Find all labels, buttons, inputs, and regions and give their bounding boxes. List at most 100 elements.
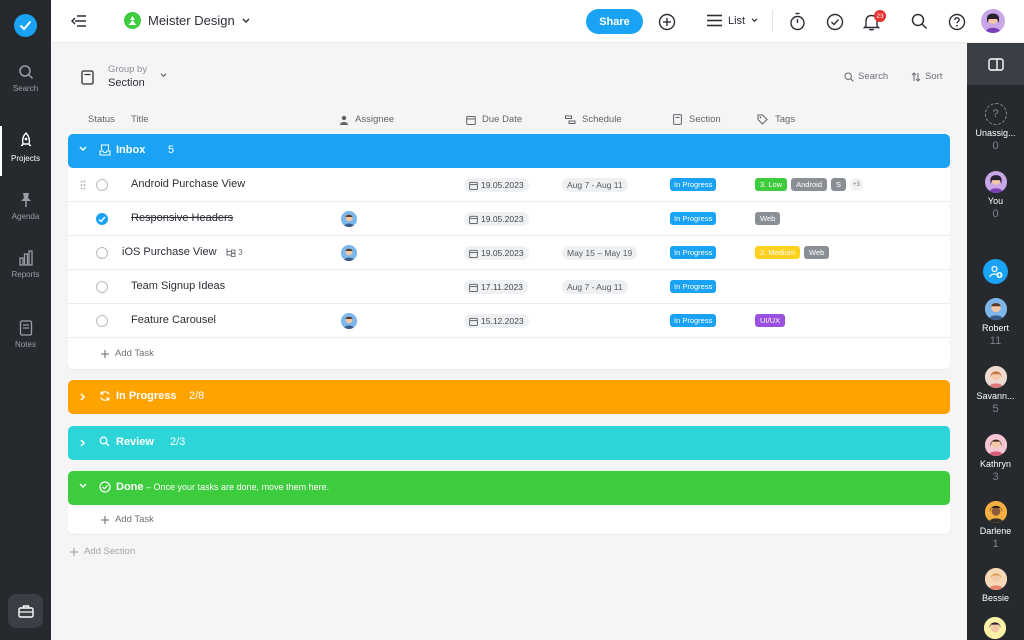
nav-notes-label: Notes [15,340,36,349]
panel-toggle-button[interactable] [967,43,1024,85]
nav-reports[interactable]: Reports [0,244,51,294]
column-assignee[interactable]: Assignee [339,114,394,125]
nav-notes[interactable]: Notes [0,314,51,364]
table-row[interactable]: Android Purchase View 19.05.2023 Aug 7 -… [68,168,950,202]
table-row[interactable]: Team Signup Ideas 17.11.2023 Aug 7 - Aug… [68,270,950,304]
section-inbox-header[interactable]: Inbox 5 [68,134,950,168]
section-review-count: 2/3 [170,436,186,448]
tag-web[interactable]: Web [755,212,781,225]
due-date-text: 17.11.2023 [481,282,523,292]
avatar [984,501,1007,523]
task-title[interactable]: Team Signup Ideas [131,280,226,292]
search-button[interactable] [911,13,928,30]
due-date-pill[interactable]: 19.05.2023 [464,246,529,260]
app-logo-icon[interactable] [14,14,37,37]
view-selector[interactable]: List [707,14,758,27]
person-kathryn[interactable]: Kathryn 3 [967,434,1024,483]
column-tags[interactable]: Tags [757,114,795,125]
person-unassigned[interactable]: ? Unassig... 0 [967,103,1024,152]
column-section[interactable]: Section [673,114,721,125]
person-darlene[interactable]: Darlene 1 [967,501,1024,550]
add-section-button[interactable]: Add Section [70,546,135,557]
briefcase-button[interactable] [8,594,43,628]
tag-android[interactable]: Android [791,178,827,191]
share-button[interactable]: Share [586,9,643,34]
due-date-pill[interactable]: 19.05.2023 [464,212,529,226]
task-checkbox[interactable] [96,247,108,259]
table-row[interactable]: iOS Purchase View 3 19.05.2023 May 15 – … [68,236,950,270]
task-title[interactable]: Feature Carousel [131,314,216,326]
task-checkbox[interactable] [96,179,108,191]
tag-s[interactable]: S [830,178,846,191]
table-row[interactable]: Responsive Headers 19.05.2023 In Progres… [68,202,950,236]
table-row[interactable]: Feature Carousel 15.12.2023 In Progress … [68,304,950,338]
due-date-pill[interactable]: 19.05.2023 [464,178,529,192]
add-person-button[interactable] [983,259,1008,284]
section-review-header[interactable]: Review 2/3 [68,426,950,460]
section-in-progress-header[interactable]: In Progress 2/8 [68,380,950,414]
avatar [984,171,1007,193]
tag-low[interactable]: 3. Low [755,178,788,191]
section-done-header[interactable]: Done – Once your tasks are done, move th… [68,471,950,505]
avatar[interactable] [984,617,1006,639]
calendar-icon [469,317,478,326]
section-done-description: – Once your tasks are done, move them he… [146,482,330,492]
add-user-icon [988,265,1002,278]
section-status-pill[interactable]: In Progress [670,280,717,293]
person-name: Kathryn [979,459,1012,469]
task-title[interactable]: Android Purchase View [131,178,246,190]
task-checkbox[interactable] [96,281,108,293]
column-due-date[interactable]: Due Date [466,114,522,125]
timer-button[interactable] [789,12,806,31]
tag-web[interactable]: Web [804,246,830,259]
schedule-pill[interactable]: Aug 7 - Aug 11 [562,280,628,294]
list-search-button[interactable]: Search [844,71,888,82]
column-status[interactable]: Status [88,114,115,125]
column-title[interactable]: Title [131,114,149,125]
person-savannah[interactable]: Savann... 5 [967,366,1024,415]
person-robert[interactable]: Robert 11 [967,298,1024,347]
tag-uiux[interactable]: UI/UX [755,314,786,327]
sort-icon [911,71,921,82]
add-task-button[interactable]: Add Task [101,514,154,525]
chevron-down-icon [79,483,87,489]
completed-tasks-button[interactable] [826,13,844,31]
assignee-avatar[interactable] [341,313,357,329]
assignee-avatar[interactable] [341,245,357,261]
nav-agenda[interactable]: Agenda [0,186,51,236]
column-schedule[interactable]: Schedule [565,114,622,125]
task-title[interactable]: iOS Purchase View [122,246,217,258]
sort-button[interactable]: Sort [911,71,942,82]
section-status-pill[interactable]: In Progress [670,314,717,327]
person-bessie[interactable]: Bessie [967,568,1024,603]
person-name: Unassig... [975,128,1016,138]
schedule-pill[interactable]: Aug 7 - Aug 11 [562,178,628,192]
task-title[interactable]: Responsive Headers [131,212,234,224]
subtask-count[interactable]: 3 [226,247,243,257]
due-date-pill[interactable]: 17.11.2023 [464,280,528,294]
add-task-button[interactable]: Add Task [101,348,154,359]
drag-handle-icon[interactable] [80,180,86,190]
chevron-right-icon [80,393,86,401]
tag-medium[interactable]: 2. Medium [755,246,801,259]
nav-projects[interactable]: Projects [0,126,51,176]
project-selector[interactable]: Meister Design [124,12,250,29]
section-status-pill[interactable]: In Progress [670,178,717,191]
nav-search[interactable]: Search [0,58,51,108]
more-tags-badge[interactable]: +3 [849,178,863,191]
help-button[interactable] [948,13,966,31]
assignee-avatar[interactable] [341,211,357,227]
collapse-sidebar-button[interactable] [71,14,87,28]
task-checkbox-checked[interactable] [96,213,108,225]
task-checkbox[interactable] [96,315,108,327]
add-button[interactable] [658,13,676,31]
section-status-pill[interactable]: In Progress [670,246,717,259]
divider [772,10,773,32]
schedule-pill[interactable]: May 15 – May 19 [562,246,638,260]
stopwatch-icon [790,12,805,31]
section-status-pill[interactable]: In Progress [670,212,717,225]
user-avatar[interactable] [981,9,1005,33]
list-icon [707,14,722,27]
due-date-pill[interactable]: 15.12.2023 [464,314,529,328]
person-you[interactable]: You 0 [967,171,1024,220]
